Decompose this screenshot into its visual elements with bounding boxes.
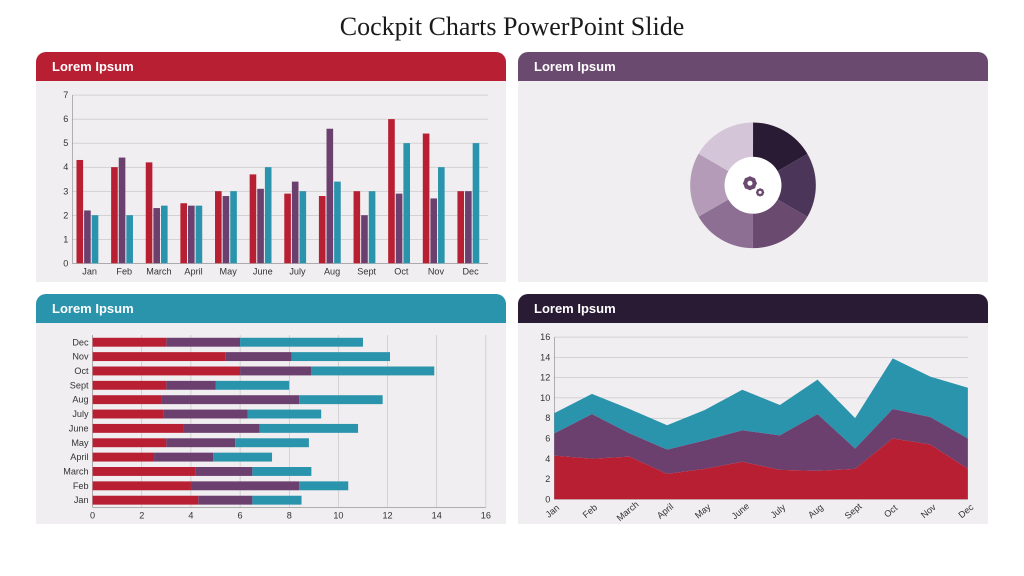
page-title: Cockpit Charts PowerPoint Slide	[0, 0, 1024, 52]
svg-text:April: April	[655, 501, 675, 520]
svg-text:Oct: Oct	[394, 266, 409, 276]
svg-text:16: 16	[540, 332, 550, 342]
svg-text:2: 2	[63, 210, 68, 220]
svg-text:Oct: Oct	[882, 502, 900, 519]
svg-text:14: 14	[432, 511, 442, 521]
svg-text:July: July	[72, 409, 89, 419]
donut-chart	[530, 89, 976, 282]
chart-grid: Lorem Ipsum 01234567JanFebMarchAprilMayJ…	[0, 52, 1024, 524]
panel-area-header: Lorem Ipsum	[518, 294, 988, 323]
svg-text:Aug: Aug	[324, 266, 340, 276]
svg-text:12: 12	[540, 373, 550, 383]
svg-text:0: 0	[545, 494, 550, 504]
svg-text:12: 12	[382, 511, 392, 521]
svg-text:6: 6	[238, 511, 243, 521]
area-chart: 0 2 4 6 8 10 12 14 16 Jan Feb March April May June July…	[530, 331, 976, 524]
svg-text:1: 1	[63, 234, 68, 244]
svg-text:Oct: Oct	[74, 366, 89, 376]
panel-hbar: Lorem Ipsum 0 2 4 6 8 10 12 14 16 Dec Nov Oct Sept Au…	[36, 294, 506, 524]
svg-text:Dec: Dec	[957, 502, 976, 520]
panel-hbar-header: Lorem Ipsum	[36, 294, 506, 323]
panel-donut-body	[518, 81, 988, 282]
svg-text:April: April	[184, 266, 202, 276]
svg-text:Nov: Nov	[72, 352, 89, 362]
panel-bar-body: 0 1 2 3 4 5 6 7 Jan Feb March April May June July Aug Se…	[36, 81, 506, 282]
svg-text:Sept: Sept	[843, 501, 864, 521]
panel-bar: Lorem Ipsum 0 1 2 3 4 5 6 7 Jan Feb March April May J…	[36, 52, 506, 282]
svg-text:June: June	[253, 266, 273, 276]
svg-text:4: 4	[545, 454, 550, 464]
svg-text:10: 10	[333, 511, 343, 521]
svg-text:July: July	[289, 266, 306, 276]
gear-icon	[743, 176, 757, 190]
svg-text:June: June	[69, 423, 89, 433]
panel-donut-header: Lorem Ipsum	[518, 52, 988, 81]
svg-text:Feb: Feb	[581, 502, 599, 520]
svg-text:10: 10	[540, 393, 550, 403]
svg-text:14: 14	[540, 352, 550, 362]
svg-text:Sept: Sept	[357, 266, 376, 276]
svg-text:Jan: Jan	[544, 503, 562, 520]
svg-text:May: May	[693, 502, 713, 521]
svg-text:Feb: Feb	[116, 266, 132, 276]
svg-text:4: 4	[63, 162, 68, 172]
svg-text:3: 3	[63, 186, 68, 196]
svg-text:Nov: Nov	[428, 266, 445, 276]
svg-text:Nov: Nov	[919, 502, 938, 520]
svg-text:Jan: Jan	[82, 266, 97, 276]
svg-text:March: March	[615, 499, 641, 523]
svg-text:6: 6	[63, 114, 68, 124]
hbar-chart: 0 2 4 6 8 10 12 14 16 Dec Nov Oct Sept Aug July June May…	[48, 331, 494, 524]
bar-chart: 0 1 2 3 4 5 6 7 Jan Feb March April May June July Aug Se…	[48, 89, 494, 282]
panel-area: Lorem Ipsum 0 2 4 6 8 10 12 14 16 Jan Feb March Apri…	[518, 294, 988, 524]
panel-donut: Lorem Ipsum	[518, 52, 988, 282]
svg-text:6: 6	[545, 433, 550, 443]
panel-hbar-body: 0 2 4 6 8 10 12 14 16 Dec Nov Oct Sept Aug July June May…	[36, 323, 506, 524]
svg-text:May: May	[71, 438, 89, 448]
svg-text:7: 7	[63, 90, 68, 100]
svg-text:2: 2	[139, 511, 144, 521]
svg-text:Aug: Aug	[806, 502, 825, 520]
svg-text:March: March	[146, 266, 171, 276]
svg-text:0: 0	[63, 258, 68, 268]
svg-text:Feb: Feb	[73, 481, 89, 491]
svg-text:5: 5	[63, 138, 68, 148]
svg-text:April: April	[70, 452, 88, 462]
svg-text:March: March	[63, 467, 88, 477]
svg-text:Jan: Jan	[74, 495, 89, 505]
svg-text:May: May	[220, 266, 238, 276]
svg-text:June: June	[730, 501, 752, 521]
panel-area-body: 0 2 4 6 8 10 12 14 16 Jan Feb March April May June July…	[518, 323, 988, 524]
svg-text:2: 2	[545, 474, 550, 484]
panel-bar-header: Lorem Ipsum	[36, 52, 506, 81]
svg-text:Aug: Aug	[72, 395, 88, 405]
svg-text:0: 0	[90, 511, 95, 521]
svg-text:Dec: Dec	[462, 266, 479, 276]
svg-text:8: 8	[545, 413, 550, 423]
svg-text:July: July	[769, 502, 788, 520]
svg-text:8: 8	[287, 511, 292, 521]
svg-text:Dec: Dec	[72, 337, 89, 347]
svg-text:Sept: Sept	[70, 380, 89, 390]
svg-text:4: 4	[188, 511, 193, 521]
svg-text:16: 16	[481, 511, 491, 521]
